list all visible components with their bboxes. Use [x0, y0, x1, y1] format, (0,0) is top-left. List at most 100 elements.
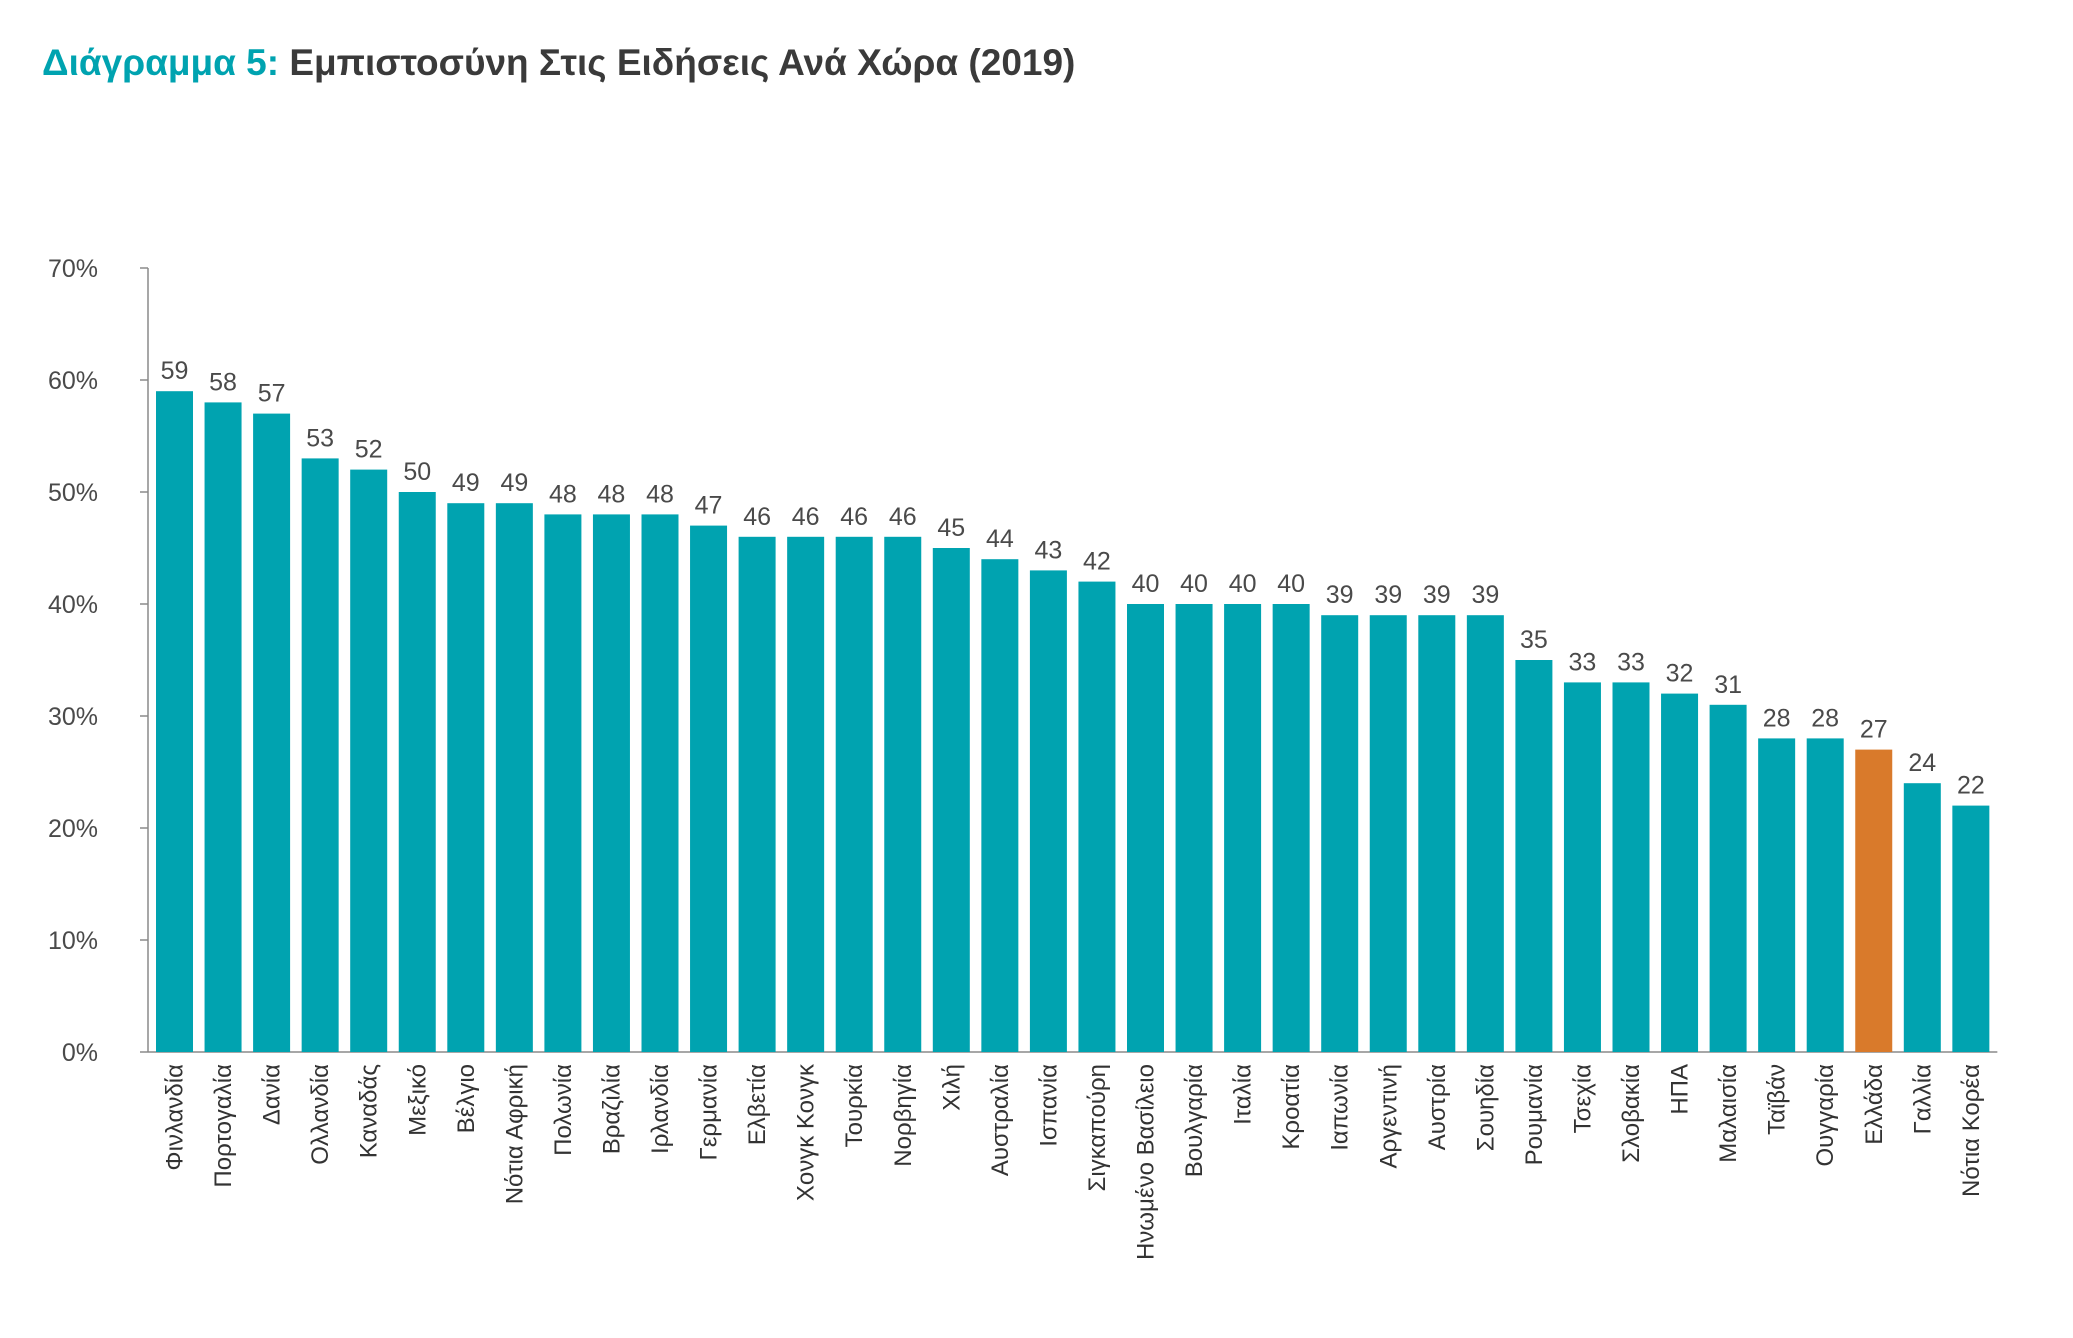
- data-label: 46: [792, 503, 820, 531]
- bar: [1078, 581, 1116, 1052]
- bar: [1563, 682, 1601, 1052]
- x-tick-label: Ελλάδα: [1861, 1064, 1888, 1145]
- x-tick-label: Μαλαισία: [1715, 1064, 1742, 1163]
- x-tick-label: Μεξικό: [404, 1064, 431, 1136]
- data-label: 46: [840, 503, 868, 531]
- data-label: 42: [1083, 548, 1111, 576]
- data-label: 57: [258, 380, 286, 408]
- bar: [447, 503, 485, 1052]
- data-label: 49: [452, 469, 480, 497]
- data-label: 53: [306, 424, 334, 452]
- bar: [1612, 682, 1650, 1052]
- data-label: 58: [209, 368, 237, 396]
- data-label: 39: [1326, 581, 1354, 609]
- x-tick-label: Αυστρία: [1424, 1064, 1451, 1150]
- x-tick-label: Ιρλανδία: [647, 1064, 674, 1154]
- x-tick-label: Χονγκ Κονγκ: [793, 1063, 820, 1201]
- x-tick-label: Βραζιλία: [598, 1064, 625, 1154]
- bar: [1806, 738, 1844, 1052]
- bar: [1758, 738, 1796, 1052]
- y-tick-label: 0%: [62, 1039, 98, 1067]
- data-label: 59: [161, 357, 189, 385]
- x-tick-label: Γερμανία: [696, 1064, 723, 1161]
- bar: [1224, 604, 1262, 1052]
- bar: [1661, 693, 1699, 1052]
- data-label: 39: [1423, 581, 1451, 609]
- x-tick-label: Ρουμανία: [1521, 1064, 1548, 1166]
- bar: [1272, 604, 1310, 1052]
- x-tick-label: Πορτογαλία: [210, 1064, 237, 1188]
- y-axis: 0% 10% 20% 30% 40% 50% 60% 70%: [48, 255, 1998, 1067]
- data-label: 22: [1957, 772, 1985, 800]
- bar: [544, 514, 582, 1052]
- bar: [1709, 704, 1747, 1052]
- x-tick-label: Ιταλία: [1230, 1064, 1257, 1125]
- data-label: 28: [1811, 704, 1839, 732]
- chart-title-prefix: Διάγραμμα 5:: [42, 42, 280, 83]
- data-label: 40: [1229, 570, 1257, 598]
- bar: [253, 413, 291, 1053]
- x-tick-label: Ισπανία: [1035, 1064, 1062, 1147]
- data-label: 48: [646, 480, 674, 508]
- bar: [1903, 783, 1941, 1052]
- bar: [1418, 615, 1456, 1052]
- data-label: 46: [889, 503, 917, 531]
- bar: [1175, 604, 1213, 1052]
- x-tick-label: Ιαπωνία: [1327, 1064, 1354, 1151]
- x-tick-label: Ολλανδία: [307, 1064, 334, 1165]
- x-tick-label: Νότια Αφρική: [501, 1064, 528, 1204]
- bar: [156, 391, 193, 1052]
- y-tick-label: 60%: [48, 367, 98, 395]
- x-tick-label: Πολωνία: [550, 1064, 577, 1156]
- bar: [787, 536, 825, 1052]
- bar: [1952, 805, 1990, 1052]
- bar: [350, 469, 388, 1053]
- bar: [884, 536, 922, 1052]
- x-tick-label: Κροατία: [1278, 1064, 1305, 1150]
- chart-title-text: Εμπιστοσύνη Στις Ειδήσεις Ανά Χώρα (2019…: [289, 42, 1076, 83]
- bar: [835, 536, 873, 1052]
- data-label: 33: [1617, 648, 1645, 676]
- bar: [1466, 615, 1504, 1052]
- data-label: 27: [1860, 716, 1888, 744]
- data-label: 39: [1374, 581, 1402, 609]
- x-tick-label: Καναδάς: [356, 1064, 383, 1158]
- x-tick-label: Ουγγαρία: [1812, 1064, 1839, 1167]
- bar: [932, 548, 970, 1052]
- x-tick-label: Ηνωμένο Βασίλειο: [1133, 1064, 1160, 1260]
- x-tick-label: Νότια Κορέα: [1958, 1064, 1985, 1197]
- x-tick-label: Δανία: [259, 1064, 286, 1125]
- x-tick-label: Βουλγαρία: [1181, 1064, 1208, 1177]
- data-labels-group: 59 58 57 53 52 50 49 49 48 48 48 47 46 46 46 46 45 44 43 42…: [161, 357, 1985, 799]
- x-tick-label: Φινλανδία: [162, 1064, 189, 1171]
- x-tick-label: Αυστραλία: [987, 1064, 1014, 1176]
- data-label: 35: [1520, 626, 1548, 654]
- y-tick-label: 10%: [48, 927, 98, 955]
- y-tick-label: 30%: [48, 703, 98, 731]
- x-tick-label: Νορβηγία: [890, 1064, 917, 1167]
- data-label: 31: [1714, 671, 1742, 699]
- bar: [1369, 615, 1407, 1052]
- bar: [981, 559, 1019, 1052]
- data-label: 28: [1763, 704, 1791, 732]
- x-tick-label: Χιλή: [938, 1064, 965, 1111]
- chart-title: Διάγραμμα 5: Εμπιστοσύνη Στις Ειδήσεις Α…: [42, 42, 1075, 84]
- data-label: 40: [1132, 570, 1160, 598]
- data-label: 50: [403, 458, 431, 486]
- bar: [301, 458, 339, 1052]
- data-label: 32: [1666, 660, 1694, 688]
- bar: [1127, 604, 1164, 1052]
- x-tick-label: ΗΠΑ: [1667, 1064, 1694, 1115]
- bars-group: [156, 391, 1990, 1053]
- x-tick-label: Τουρκία: [841, 1064, 868, 1147]
- bar: [592, 514, 630, 1052]
- bar: [204, 402, 242, 1052]
- x-tick-label: Αργεντινή: [1375, 1064, 1402, 1169]
- bar: [1029, 570, 1067, 1052]
- data-label: 49: [500, 469, 528, 497]
- y-tick-label: 70%: [48, 255, 98, 283]
- data-label: 43: [1034, 536, 1062, 564]
- x-tick-label: Ελβετία: [744, 1064, 771, 1145]
- y-tick-label: 50%: [48, 479, 98, 507]
